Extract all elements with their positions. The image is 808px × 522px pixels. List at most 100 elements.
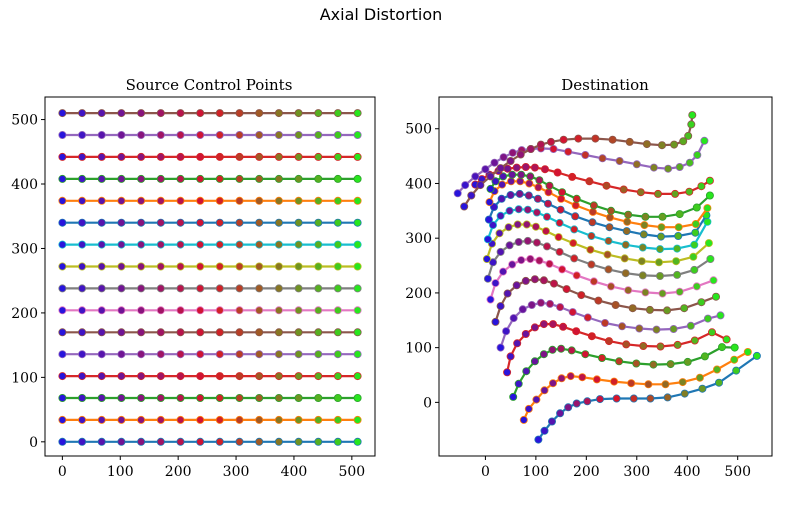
right-control-point bbox=[572, 327, 581, 336]
right-ytick-label: 100 bbox=[405, 341, 432, 357]
right-control-point bbox=[587, 231, 596, 240]
left-control-point bbox=[156, 306, 165, 315]
right-axes-title: Destination bbox=[561, 76, 649, 94]
left-control-point bbox=[333, 196, 342, 205]
right-control-point bbox=[514, 237, 523, 246]
left-plot-area bbox=[58, 109, 362, 446]
left-control-point bbox=[333, 130, 342, 139]
right-control-point bbox=[615, 357, 624, 366]
left-control-point bbox=[58, 306, 67, 315]
left-control-point bbox=[78, 240, 87, 249]
left-control-point bbox=[58, 372, 67, 381]
right-control-point bbox=[692, 203, 701, 212]
right-control-point bbox=[632, 359, 641, 368]
left-control-point bbox=[333, 328, 342, 337]
left-xtick-label: 300 bbox=[223, 464, 250, 480]
right-control-point bbox=[570, 254, 579, 263]
left-control-point bbox=[97, 350, 106, 359]
right-control-point bbox=[674, 231, 683, 240]
left-ytick-label: 500 bbox=[11, 113, 38, 129]
right-control-point bbox=[578, 373, 587, 382]
right-control-point bbox=[558, 265, 567, 274]
right-control-point bbox=[540, 426, 549, 435]
right-control-point bbox=[658, 141, 667, 150]
left-control-point bbox=[255, 350, 264, 359]
right-control-point bbox=[556, 409, 565, 418]
left-control-point bbox=[294, 372, 303, 381]
right-control-point bbox=[568, 172, 577, 181]
left-control-point bbox=[196, 262, 205, 271]
right-control-point bbox=[530, 323, 539, 332]
left-control-point bbox=[274, 262, 283, 271]
left-control-point bbox=[235, 372, 244, 381]
right-control-point bbox=[663, 393, 672, 402]
right-xtick-label: 300 bbox=[623, 464, 650, 480]
left-control-point bbox=[117, 196, 126, 205]
right-control-point bbox=[706, 254, 715, 263]
right-ytick-label: 400 bbox=[405, 176, 432, 192]
left-control-point bbox=[58, 262, 67, 271]
right-control-point bbox=[673, 340, 682, 349]
right-control-point bbox=[675, 162, 684, 171]
right-control-point bbox=[497, 194, 506, 203]
left-control-point bbox=[235, 218, 244, 227]
right-control-point bbox=[639, 230, 648, 239]
left-control-point bbox=[235, 152, 244, 161]
right-control-point bbox=[666, 360, 675, 369]
left-control-point bbox=[314, 218, 323, 227]
left-control-point bbox=[137, 437, 146, 446]
right-control-point bbox=[697, 182, 706, 191]
right-control-point bbox=[621, 269, 630, 278]
left-control-point bbox=[314, 306, 323, 315]
left-control-point bbox=[137, 284, 146, 293]
left-control-point bbox=[274, 306, 283, 315]
left-control-point bbox=[196, 196, 205, 205]
left-ytick-label: 0 bbox=[29, 435, 38, 451]
right-control-point bbox=[532, 208, 541, 217]
right-control-point bbox=[688, 111, 697, 120]
right-control-point bbox=[690, 240, 699, 249]
right-control-point bbox=[603, 250, 612, 259]
right-control-point bbox=[678, 378, 687, 387]
right-control-point bbox=[557, 344, 566, 353]
right-control-point bbox=[536, 140, 545, 149]
right-axes-ticks: 0 100 200 300 400 500 0 100 200 300 400 500 bbox=[405, 122, 751, 480]
left-control-point bbox=[215, 372, 224, 381]
left-control-point bbox=[235, 306, 244, 315]
left-control-point bbox=[137, 109, 146, 118]
left-control-point bbox=[314, 130, 323, 139]
right-control-point bbox=[715, 378, 724, 387]
right-control-point bbox=[752, 351, 761, 360]
right-control-point bbox=[522, 367, 531, 376]
right-control-point bbox=[583, 397, 592, 406]
right-xtick-label: 100 bbox=[523, 464, 550, 480]
right-ytick-label: 0 bbox=[423, 395, 432, 411]
right-control-point bbox=[658, 212, 667, 221]
right-control-point bbox=[623, 217, 632, 226]
left-control-point bbox=[58, 109, 67, 118]
right-control-point bbox=[491, 317, 500, 326]
left-control-point bbox=[294, 109, 303, 118]
left-control-point bbox=[255, 415, 264, 424]
left-control-point bbox=[58, 350, 67, 359]
left-control-point bbox=[274, 372, 283, 381]
left-control-point bbox=[117, 284, 126, 293]
right-control-point bbox=[496, 164, 505, 173]
right-control-point bbox=[536, 298, 545, 307]
right-control-point bbox=[689, 252, 698, 261]
left-control-point bbox=[196, 130, 205, 139]
right-control-point bbox=[709, 276, 718, 285]
left-control-point bbox=[294, 240, 303, 249]
right-control-point bbox=[491, 279, 500, 288]
left-control-point bbox=[117, 306, 126, 315]
right-series-line bbox=[506, 323, 728, 373]
left-control-point bbox=[235, 284, 244, 293]
left-control-point bbox=[176, 437, 185, 446]
right-control-point bbox=[594, 296, 603, 305]
right-control-point bbox=[645, 305, 654, 314]
right-control-point bbox=[481, 165, 490, 174]
left-control-point bbox=[294, 437, 303, 446]
left-control-point bbox=[314, 240, 323, 249]
right-control-point bbox=[516, 177, 525, 186]
right-control-point bbox=[628, 304, 637, 313]
